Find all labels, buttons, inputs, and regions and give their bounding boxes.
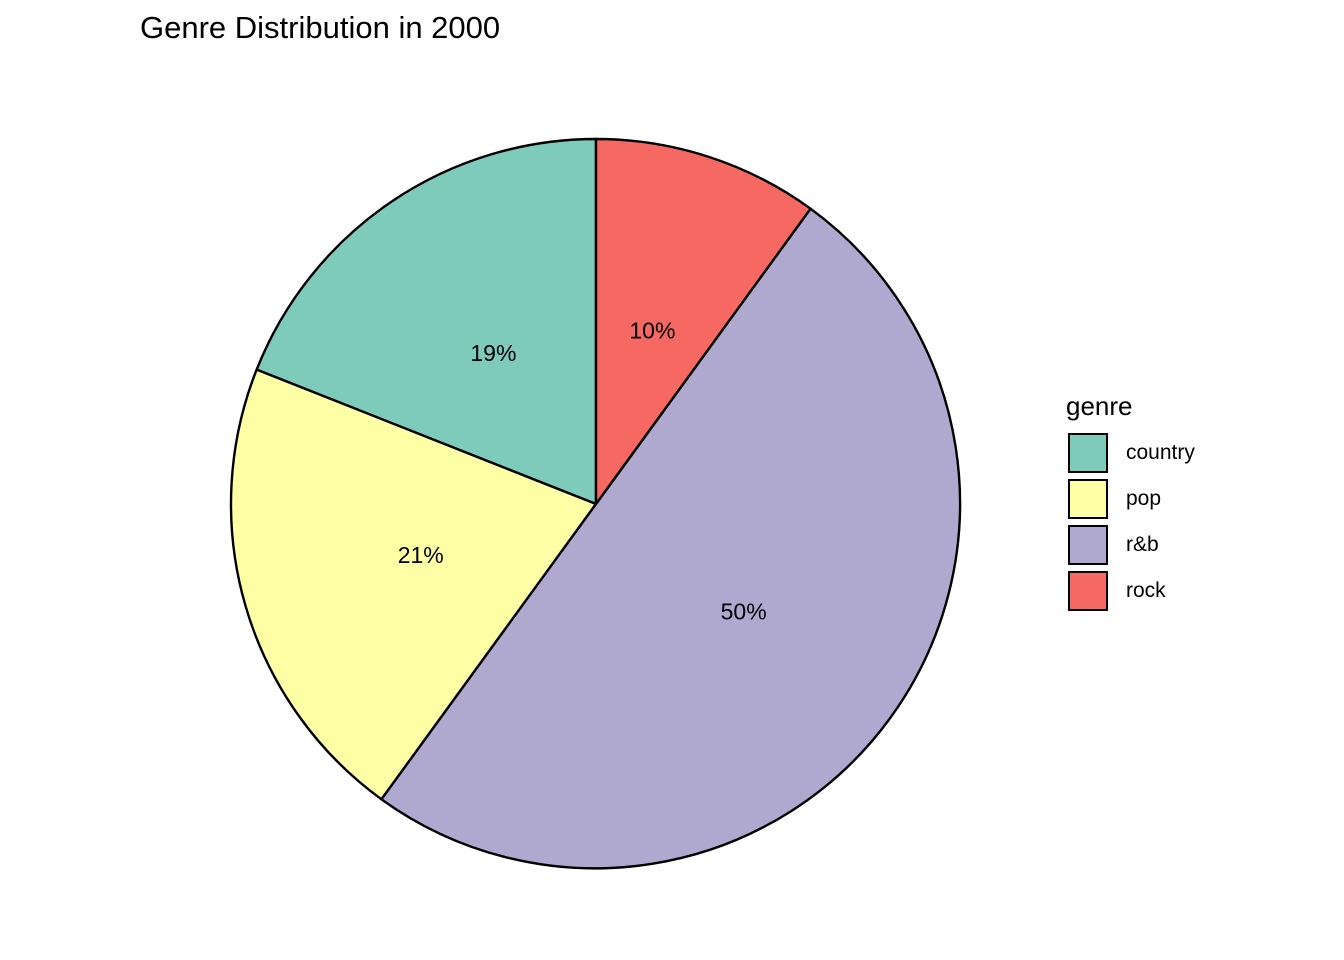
slice-label-r-b: 50% xyxy=(721,598,767,624)
legend-item-rock: rock xyxy=(1066,568,1195,614)
legend-label: r&b xyxy=(1126,533,1159,556)
legend-item-r-b: r&b xyxy=(1066,522,1195,568)
pie-slice-rock xyxy=(594,137,812,506)
legend-color-key xyxy=(1068,479,1108,519)
legend-item-pop: pop xyxy=(1066,476,1195,522)
pie-slice-country xyxy=(255,137,598,506)
legend-label: country xyxy=(1126,441,1195,464)
legend-title: genre xyxy=(1066,391,1133,421)
legend-item-country: country xyxy=(1066,430,1195,476)
legend: genre country pop r&b rock xyxy=(1066,390,1195,614)
legend-label: rock xyxy=(1126,579,1166,602)
legend-label: pop xyxy=(1126,487,1162,510)
slice-label-pop: 21% xyxy=(398,542,444,568)
pie-slice-pop xyxy=(229,368,598,801)
legend-color-key xyxy=(1068,525,1108,565)
legend-items: country pop r&b rock xyxy=(1066,430,1195,614)
slice-label-country: 19% xyxy=(470,340,516,366)
chart-title: Genre Distribution in 2000 xyxy=(140,10,501,45)
slice-label-rock: 10% xyxy=(629,317,675,343)
legend-color-key xyxy=(1068,433,1108,473)
pie-slice-r-b xyxy=(380,207,962,870)
legend-color-key xyxy=(1068,571,1108,611)
